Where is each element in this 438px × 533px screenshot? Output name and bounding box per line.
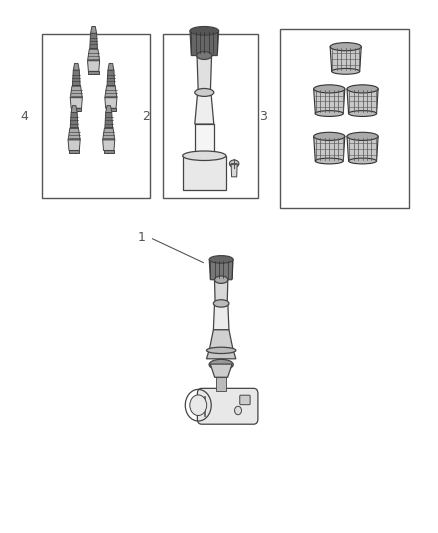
Ellipse shape	[206, 347, 236, 353]
Text: 1: 1	[138, 231, 145, 244]
Ellipse shape	[195, 152, 214, 159]
Ellipse shape	[347, 132, 378, 140]
Ellipse shape	[209, 359, 233, 370]
Text: 4: 4	[21, 110, 29, 123]
Ellipse shape	[314, 85, 345, 93]
Ellipse shape	[209, 256, 233, 263]
Polygon shape	[210, 364, 232, 377]
Polygon shape	[71, 108, 81, 111]
Ellipse shape	[332, 68, 360, 74]
Polygon shape	[90, 34, 98, 49]
Ellipse shape	[347, 85, 378, 93]
Polygon shape	[206, 350, 236, 359]
Ellipse shape	[215, 276, 228, 284]
Ellipse shape	[315, 158, 343, 164]
Polygon shape	[72, 70, 80, 86]
Ellipse shape	[213, 300, 229, 307]
Polygon shape	[314, 89, 345, 114]
Ellipse shape	[197, 52, 212, 60]
Ellipse shape	[195, 88, 214, 96]
Circle shape	[235, 406, 241, 415]
Polygon shape	[204, 396, 205, 416]
Ellipse shape	[315, 111, 343, 116]
Polygon shape	[231, 164, 237, 177]
Polygon shape	[107, 70, 115, 86]
Polygon shape	[105, 112, 113, 128]
Bar	[42, 35, 150, 198]
Polygon shape	[347, 89, 378, 114]
Ellipse shape	[349, 111, 377, 116]
Polygon shape	[102, 128, 115, 140]
Polygon shape	[209, 260, 233, 280]
Ellipse shape	[330, 43, 361, 51]
Polygon shape	[68, 128, 80, 140]
Polygon shape	[71, 106, 77, 112]
FancyBboxPatch shape	[198, 389, 258, 424]
Polygon shape	[197, 55, 212, 92]
Polygon shape	[347, 136, 378, 161]
Polygon shape	[190, 31, 219, 55]
Polygon shape	[105, 98, 117, 108]
Polygon shape	[69, 150, 79, 153]
Polygon shape	[70, 112, 78, 128]
Text: 2: 2	[142, 110, 150, 123]
Polygon shape	[91, 27, 97, 34]
Polygon shape	[314, 136, 345, 161]
Polygon shape	[215, 280, 228, 303]
Polygon shape	[88, 61, 100, 71]
Polygon shape	[106, 108, 116, 111]
Polygon shape	[209, 330, 233, 351]
Polygon shape	[105, 86, 117, 98]
Polygon shape	[108, 63, 114, 70]
Ellipse shape	[183, 151, 226, 160]
Text: 3: 3	[259, 110, 267, 123]
Polygon shape	[103, 150, 114, 153]
Bar	[163, 35, 258, 198]
Polygon shape	[330, 47, 361, 71]
Polygon shape	[216, 377, 226, 391]
Polygon shape	[73, 63, 79, 70]
Ellipse shape	[314, 132, 345, 140]
Polygon shape	[88, 49, 100, 61]
Polygon shape	[106, 106, 112, 112]
Polygon shape	[68, 140, 80, 150]
Ellipse shape	[230, 160, 239, 167]
Polygon shape	[195, 92, 214, 124]
Polygon shape	[70, 86, 82, 98]
Polygon shape	[183, 156, 226, 190]
Circle shape	[190, 395, 207, 416]
Bar	[279, 29, 409, 208]
Polygon shape	[213, 303, 229, 330]
Polygon shape	[70, 98, 82, 108]
Polygon shape	[102, 140, 115, 150]
Ellipse shape	[349, 158, 377, 164]
Polygon shape	[195, 124, 214, 156]
Ellipse shape	[190, 27, 219, 35]
FancyBboxPatch shape	[240, 395, 250, 405]
Polygon shape	[88, 71, 99, 74]
